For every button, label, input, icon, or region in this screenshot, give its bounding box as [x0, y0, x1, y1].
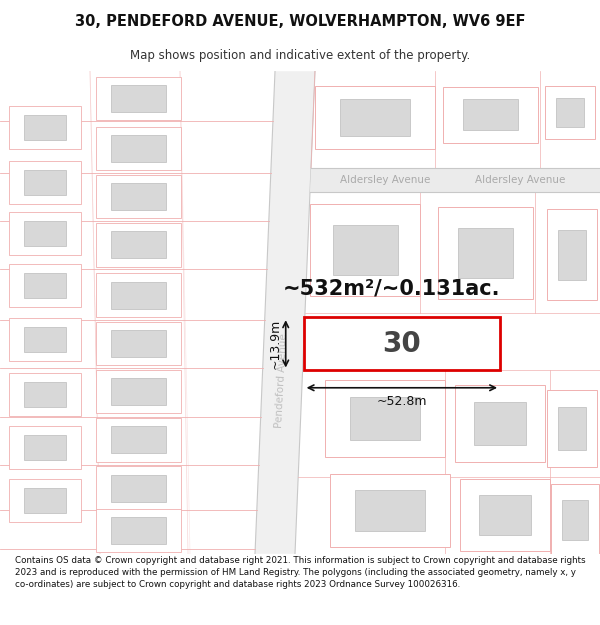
Bar [24, 273, 66, 298]
Bar [9, 106, 81, 149]
Bar [340, 99, 410, 136]
Bar [355, 490, 425, 531]
Polygon shape [255, 71, 315, 554]
Bar [24, 382, 66, 407]
Bar [95, 370, 181, 413]
Text: ~532m²/~0.131ac.: ~532m²/~0.131ac. [283, 278, 500, 298]
Bar [9, 318, 81, 361]
Text: Contains OS data © Crown copyright and database right 2021. This information is : Contains OS data © Crown copyright and d… [15, 556, 586, 589]
Bar [24, 114, 66, 140]
Bar [24, 488, 66, 513]
Bar [304, 318, 500, 371]
Bar [95, 466, 181, 510]
Text: Map shows position and indicative extent of the property.: Map shows position and indicative extent… [130, 49, 470, 62]
Bar [95, 223, 181, 267]
Bar [9, 264, 81, 308]
Bar [474, 402, 526, 445]
Text: Pendeford Avenue: Pendeford Avenue [274, 332, 289, 428]
Bar [110, 474, 166, 502]
Bar [24, 169, 66, 195]
Bar [437, 207, 533, 299]
Bar [9, 372, 81, 416]
Bar [9, 161, 81, 204]
Bar [562, 500, 588, 540]
Bar [110, 231, 166, 259]
Bar [95, 418, 181, 462]
Bar [110, 183, 166, 210]
Bar [24, 327, 66, 352]
Bar [479, 495, 531, 536]
Bar [458, 228, 512, 278]
Bar [455, 385, 545, 462]
Bar [110, 282, 166, 309]
Bar [110, 378, 166, 405]
Bar [95, 273, 181, 317]
Polygon shape [311, 71, 600, 168]
Bar [350, 397, 420, 441]
Bar [463, 99, 517, 130]
Text: 30: 30 [382, 330, 421, 358]
Bar [547, 209, 597, 301]
Bar [443, 87, 538, 142]
Bar [110, 330, 166, 357]
Bar [545, 86, 595, 139]
Bar [9, 479, 81, 522]
Bar [110, 135, 166, 162]
Bar [95, 175, 181, 218]
Bar [558, 229, 586, 280]
Bar [310, 204, 420, 296]
Bar [110, 426, 166, 453]
Bar [24, 221, 66, 246]
Text: 30, PENDEFORD AVENUE, WOLVERHAMPTON, WV6 9EF: 30, PENDEFORD AVENUE, WOLVERHAMPTON, WV6… [75, 14, 525, 29]
Bar [9, 212, 81, 255]
Bar [325, 380, 445, 458]
Bar [332, 224, 398, 275]
Text: Aldersley Avenue: Aldersley Avenue [340, 175, 430, 185]
Bar [556, 98, 584, 128]
Text: ~52.8m: ~52.8m [377, 395, 427, 408]
Bar [9, 426, 81, 469]
Bar [330, 474, 450, 546]
Bar [95, 127, 181, 170]
Bar [95, 322, 181, 365]
Bar [110, 85, 166, 112]
Text: ~13.9m: ~13.9m [269, 319, 282, 369]
Bar [95, 509, 181, 552]
Bar [24, 435, 66, 460]
Bar [110, 517, 166, 544]
Bar [460, 479, 550, 551]
Bar [547, 390, 597, 467]
Bar [315, 86, 435, 149]
Bar [558, 407, 586, 450]
Bar [95, 76, 181, 120]
Bar [551, 484, 599, 556]
Polygon shape [310, 168, 600, 192]
Text: Aldersley Avenue: Aldersley Avenue [475, 175, 565, 185]
